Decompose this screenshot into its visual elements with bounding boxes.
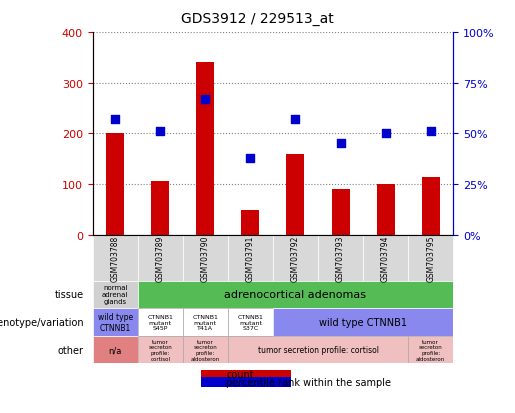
Text: genotype/variation: genotype/variation (0, 317, 84, 328)
Bar (332, 190, 350, 235)
Text: GSM703792: GSM703792 (291, 235, 300, 281)
Text: tumor secretion profile: cortisol: tumor secretion profile: cortisol (258, 345, 379, 354)
FancyBboxPatch shape (318, 235, 363, 281)
Text: normal
adrenal
glands: normal adrenal glands (102, 285, 128, 305)
FancyBboxPatch shape (183, 235, 228, 281)
FancyBboxPatch shape (273, 235, 318, 281)
Bar (376, 185, 394, 235)
FancyBboxPatch shape (93, 281, 138, 308)
Text: GSM703793: GSM703793 (336, 235, 345, 281)
Text: CTNNB1
mutant
T41A: CTNNB1 mutant T41A (193, 314, 218, 330)
Bar (201, 377, 291, 387)
Bar (242, 211, 260, 235)
Point (156, 129, 164, 135)
FancyBboxPatch shape (363, 235, 408, 281)
FancyBboxPatch shape (228, 235, 273, 281)
FancyBboxPatch shape (93, 337, 138, 363)
Text: GSM703788: GSM703788 (111, 235, 119, 281)
Text: CTNNB1
mutant
S37C: CTNNB1 mutant S37C (237, 314, 263, 330)
Point (201, 96, 210, 103)
Text: GDS3912 / 229513_at: GDS3912 / 229513_at (181, 12, 334, 26)
FancyBboxPatch shape (138, 235, 183, 281)
FancyBboxPatch shape (138, 337, 183, 363)
Text: adrenocortical adenomas: adrenocortical adenomas (225, 290, 367, 300)
Text: tumor
secreton
profile:
aldosteron: tumor secreton profile: aldosteron (416, 339, 445, 361)
Text: tumor
secreton
profile:
aldosteron: tumor secreton profile: aldosteron (191, 339, 220, 361)
Point (111, 116, 119, 123)
Bar (196, 63, 214, 235)
FancyBboxPatch shape (183, 337, 228, 363)
FancyBboxPatch shape (228, 308, 273, 337)
Text: other: other (58, 345, 84, 355)
FancyBboxPatch shape (138, 281, 453, 308)
Text: GSM703794: GSM703794 (381, 235, 390, 281)
Point (336, 141, 345, 147)
FancyBboxPatch shape (93, 308, 138, 337)
Point (291, 116, 300, 123)
Point (382, 131, 390, 137)
Point (246, 155, 254, 161)
FancyBboxPatch shape (408, 235, 453, 281)
FancyBboxPatch shape (183, 308, 228, 337)
FancyBboxPatch shape (228, 337, 408, 363)
Bar (422, 178, 440, 235)
Text: tumor
secreton
profile:
cortisol: tumor secreton profile: cortisol (148, 339, 172, 361)
Text: CTNNB1
mutant
S45P: CTNNB1 mutant S45P (147, 314, 173, 330)
Bar (286, 154, 304, 235)
FancyBboxPatch shape (408, 337, 453, 363)
Point (426, 129, 435, 135)
Bar (106, 134, 124, 235)
Text: count: count (226, 369, 254, 380)
Text: n/a: n/a (109, 345, 122, 354)
FancyBboxPatch shape (273, 308, 453, 337)
Text: tissue: tissue (55, 290, 84, 300)
FancyBboxPatch shape (138, 308, 183, 337)
Bar (151, 182, 169, 235)
FancyBboxPatch shape (93, 235, 138, 281)
Text: percentile rank within the sample: percentile rank within the sample (226, 377, 391, 387)
Text: GSM703791: GSM703791 (246, 235, 255, 281)
Bar (201, 370, 291, 379)
Text: GSM703789: GSM703789 (156, 235, 165, 281)
Text: wild type
CTNNB1: wild type CTNNB1 (98, 313, 133, 332)
Text: GSM703795: GSM703795 (426, 235, 435, 281)
Text: GSM703790: GSM703790 (201, 235, 210, 281)
Text: wild type CTNNB1: wild type CTNNB1 (319, 317, 407, 328)
